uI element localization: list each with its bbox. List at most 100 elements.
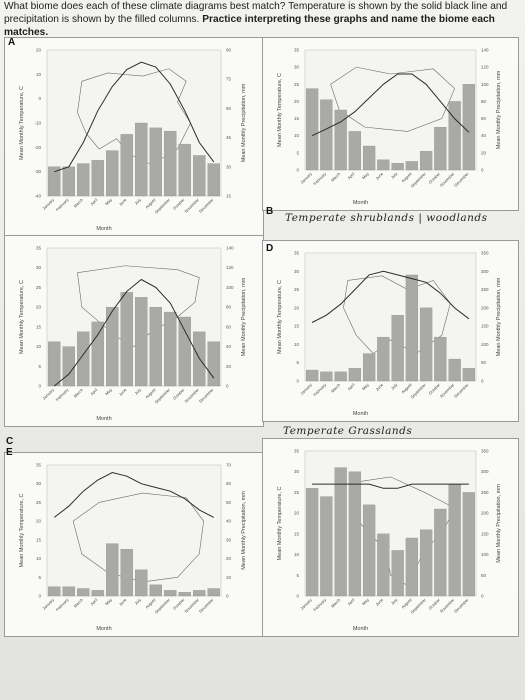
- precip-bar: [62, 166, 75, 197]
- month-label: May: [104, 597, 113, 606]
- month-axis-label: Month: [96, 626, 111, 632]
- month-axis-label: Month: [96, 226, 111, 232]
- temp-tick-label: 35: [294, 48, 300, 53]
- precip-bar: [149, 306, 162, 387]
- answer-b: Temperate shrublands | woodlands: [285, 212, 488, 224]
- plot-area: [304, 450, 477, 597]
- month-label: August: [400, 597, 413, 610]
- temperature-line: [54, 61, 215, 173]
- precip-bar: [320, 371, 333, 382]
- precip-tick-label: 250: [481, 287, 489, 292]
- month-label: January: [41, 597, 55, 611]
- precip-bar: [135, 122, 148, 197]
- precip-bar: [149, 584, 162, 597]
- temp-tick-label: 0: [38, 384, 41, 389]
- month-label: June: [118, 387, 128, 397]
- temp-tick-label: 15: [294, 531, 300, 536]
- region-map-outline: [77, 69, 190, 165]
- temp-tick-label: 5: [38, 364, 41, 369]
- precip-bar: [419, 307, 433, 382]
- precip-bar: [305, 488, 319, 597]
- temp-tick-label: 35: [294, 449, 300, 454]
- temp-tick-label: -30: [34, 169, 41, 174]
- month-label: December: [198, 197, 215, 214]
- month-label: July: [390, 597, 399, 606]
- climate-panel-b: 35 30 25 20 15 10 5 0 140 120 100 80 60 40 20 0 Mean Mon…: [262, 37, 519, 211]
- precip-tick-label: 350: [481, 449, 489, 454]
- precip-tick-label: 140: [481, 48, 489, 53]
- month-label: July: [133, 597, 142, 606]
- temperature-line: [311, 270, 470, 323]
- precip-bar: [135, 297, 148, 387]
- plot-area: [304, 252, 477, 382]
- precip-tick-label: 100: [481, 552, 489, 557]
- month-label: April: [89, 387, 98, 396]
- month-label: July: [133, 197, 142, 206]
- precip-bar: [362, 353, 376, 382]
- precip-tick-label: 60: [226, 481, 232, 486]
- precip-tick-label: 50: [481, 573, 487, 578]
- temp-axis-label: Mean Monthly Temperature, C: [19, 494, 25, 568]
- temp-tick-label: 30: [294, 65, 300, 70]
- temp-tick-label: 30: [294, 269, 300, 274]
- precip-bar: [434, 336, 447, 382]
- month-label: March: [73, 597, 84, 608]
- temp-tick-label: 5: [38, 575, 41, 580]
- temp-tick-label: 15: [36, 537, 42, 542]
- precip-bar: [334, 467, 347, 597]
- precip-tick-label: 0: [226, 594, 229, 599]
- temp-tick-label: 20: [36, 305, 42, 310]
- month-label: February: [312, 597, 327, 612]
- precip-bar: [164, 130, 177, 197]
- month-label: March: [330, 597, 341, 608]
- instructions-line-2-plain: precipitation is shown by the filled col…: [4, 14, 203, 25]
- precip-bar: [362, 504, 376, 597]
- instructions-line-1: What biome does each of these climate di…: [4, 1, 508, 12]
- temp-tick-label: 20: [294, 511, 300, 516]
- precip-tick-label: 20: [481, 150, 487, 155]
- precip-tick-label: 100: [226, 285, 234, 290]
- precip-bar: [305, 88, 319, 171]
- temp-tick-label: 30: [294, 469, 300, 474]
- month-label: July: [133, 387, 142, 396]
- month-label: January: [299, 382, 313, 396]
- precip-tick-label: 60: [226, 106, 232, 111]
- temp-tick-label: 15: [36, 324, 42, 329]
- month-label: May: [361, 597, 370, 606]
- precip-bar: [77, 331, 90, 387]
- month-label: August: [400, 171, 413, 184]
- month-label: August: [144, 197, 157, 210]
- precip-bar: [334, 371, 347, 382]
- temp-tick-label: 0: [296, 594, 299, 599]
- month-label: June: [374, 382, 384, 392]
- temp-tick-label: 10: [36, 72, 42, 77]
- precip-tick-label: 45: [226, 135, 232, 140]
- month-label: June: [118, 597, 128, 607]
- precip-bar: [193, 590, 206, 597]
- precip-bar: [164, 311, 177, 387]
- temperature-line: [312, 483, 469, 489]
- temp-tick-label: 10: [294, 133, 300, 138]
- region-map-outline: [331, 67, 455, 131]
- precip-bar: [106, 306, 119, 387]
- panel-letter-d: D: [266, 243, 274, 254]
- precip-axis-label: Mean Monthly Precipitation, mm: [241, 277, 247, 356]
- precip-tick-label: 300: [481, 469, 489, 474]
- temperature-line: [53, 471, 215, 518]
- precip-bar: [348, 131, 362, 171]
- precip-bar: [348, 368, 362, 382]
- temp-axis-label: Mean Monthly Temperature, C: [277, 73, 283, 147]
- temp-tick-label: 25: [294, 490, 300, 495]
- precip-bar: [91, 160, 104, 197]
- precip-bar: [448, 483, 461, 597]
- month-label: February: [312, 171, 327, 186]
- month-label: February: [55, 387, 70, 402]
- month-axis-label: Month: [353, 411, 368, 417]
- month-label: May: [104, 197, 113, 206]
- precip-bar: [178, 143, 191, 197]
- precip-bar: [48, 166, 61, 197]
- month-label: February: [55, 597, 70, 612]
- month-label: December: [198, 387, 215, 404]
- precip-bar: [362, 145, 376, 171]
- month-label: January: [299, 171, 313, 185]
